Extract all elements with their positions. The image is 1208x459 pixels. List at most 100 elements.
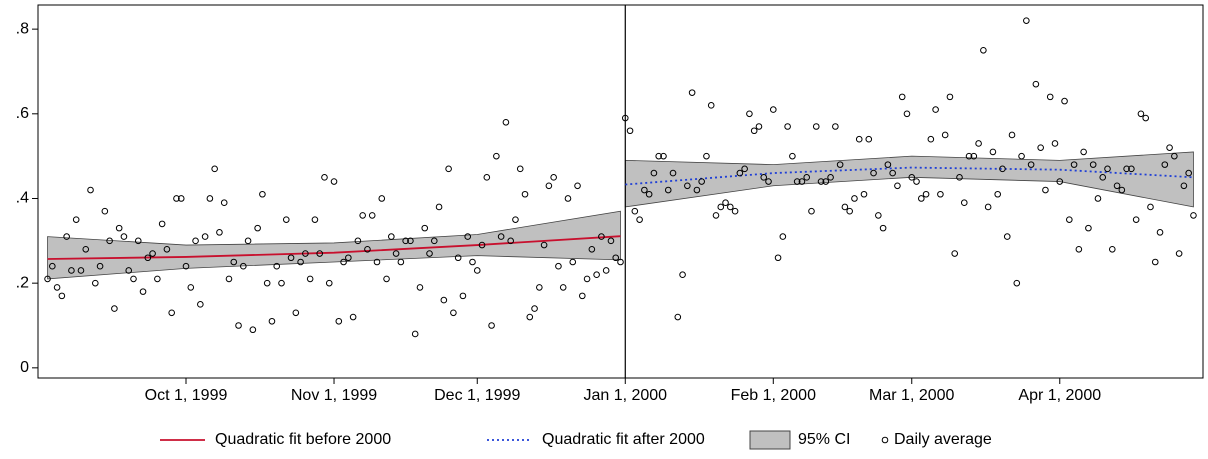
point — [879, 224, 887, 232]
point — [989, 148, 997, 156]
point — [922, 190, 930, 198]
point — [502, 118, 510, 126]
point — [1142, 114, 1150, 122]
point — [898, 93, 906, 101]
point — [335, 317, 343, 325]
point — [220, 199, 228, 207]
point — [774, 254, 782, 262]
point — [755, 123, 763, 130]
point — [1113, 182, 1121, 190]
point — [111, 305, 118, 312]
y-tick-label: 0 — [20, 359, 29, 376]
point — [268, 317, 276, 325]
point — [937, 190, 944, 198]
point — [789, 152, 796, 160]
point — [908, 174, 916, 181]
point — [602, 267, 610, 274]
point — [865, 135, 873, 143]
point — [1023, 17, 1030, 24]
y-tick-label: .6 — [16, 105, 29, 122]
point — [1070, 161, 1078, 168]
point — [769, 106, 777, 113]
point — [636, 216, 643, 223]
point — [1075, 245, 1083, 253]
point — [497, 233, 505, 240]
point — [760, 174, 768, 181]
point — [87, 186, 94, 194]
point — [192, 237, 199, 245]
point — [139, 288, 147, 295]
fit-line — [47, 235, 621, 260]
point — [440, 296, 448, 304]
point — [894, 182, 901, 190]
point — [832, 123, 839, 130]
point — [736, 169, 744, 177]
point — [684, 182, 691, 190]
point — [913, 178, 920, 185]
point — [645, 190, 653, 198]
point — [430, 237, 438, 245]
point — [1137, 110, 1145, 118]
point — [454, 254, 462, 262]
point — [473, 267, 481, 274]
point — [703, 152, 710, 160]
point — [512, 216, 519, 223]
point — [1166, 144, 1173, 151]
point — [674, 313, 682, 321]
point — [1003, 233, 1011, 240]
point — [1085, 224, 1092, 232]
point — [1013, 279, 1021, 287]
point — [621, 114, 629, 122]
point — [784, 123, 791, 130]
point — [550, 174, 557, 181]
point — [1128, 165, 1135, 173]
point — [407, 237, 414, 245]
point — [660, 152, 667, 160]
point — [378, 195, 386, 202]
y-tick-label: .2 — [16, 274, 29, 291]
point — [1027, 161, 1035, 168]
point — [1147, 203, 1154, 211]
point — [44, 275, 51, 283]
ci-band — [624, 151, 1194, 208]
legend-label: Daily average — [894, 431, 992, 448]
legend-label: Quadratic fit before 2000 — [215, 431, 391, 448]
point — [187, 284, 195, 291]
legend-swatch — [881, 436, 889, 444]
point — [450, 309, 457, 317]
point — [201, 233, 209, 240]
point — [569, 258, 577, 266]
point — [884, 161, 892, 168]
point — [411, 330, 419, 338]
point — [927, 135, 935, 143]
point — [688, 89, 696, 96]
point — [373, 258, 381, 266]
point — [349, 313, 357, 321]
x-tick-label: Apr 1, 2000 — [1018, 387, 1101, 404]
point — [741, 165, 748, 173]
point — [488, 322, 495, 329]
point — [631, 207, 639, 215]
point — [206, 195, 214, 202]
point — [875, 212, 882, 219]
point — [717, 203, 725, 211]
point — [540, 241, 548, 249]
point — [545, 182, 553, 190]
legend-swatch — [749, 430, 791, 450]
point — [650, 169, 658, 177]
point — [727, 203, 734, 211]
point — [746, 110, 753, 118]
point — [278, 279, 285, 287]
point — [870, 169, 877, 177]
point — [1061, 97, 1068, 105]
point — [793, 178, 801, 185]
point — [216, 229, 223, 236]
point — [693, 186, 701, 194]
point — [72, 216, 80, 223]
point — [359, 212, 366, 219]
point — [980, 47, 987, 54]
point — [402, 237, 409, 245]
point — [626, 127, 634, 135]
point — [960, 199, 968, 207]
point — [1151, 258, 1159, 266]
